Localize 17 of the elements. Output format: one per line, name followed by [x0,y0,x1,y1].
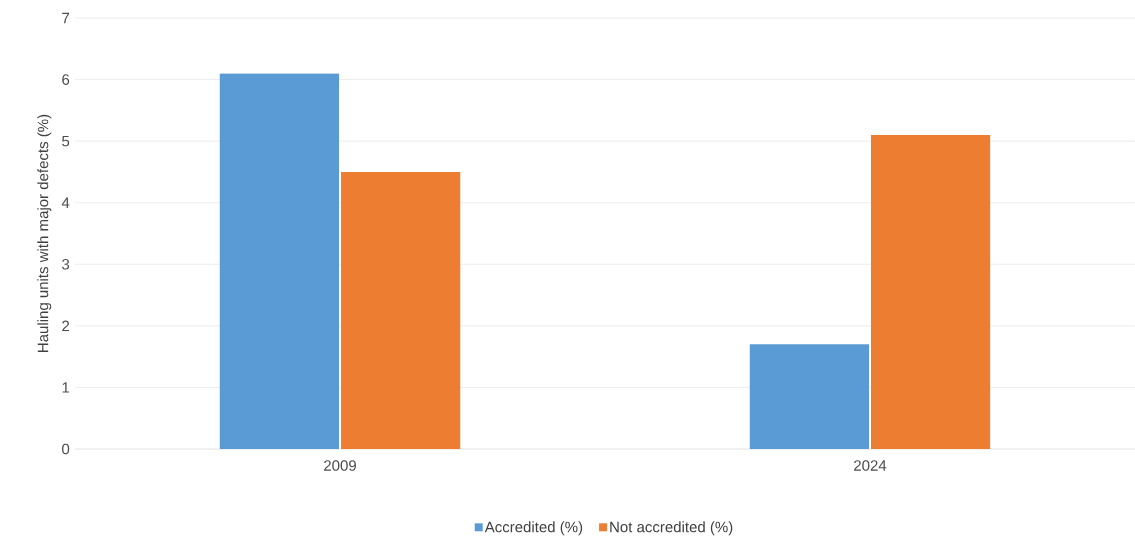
bar [871,134,991,449]
x-tick-label: 2024 [854,460,887,471]
y-tick-label: 5 [62,135,70,147]
y-tick-label: 3 [62,258,70,270]
bar [341,171,461,449]
y-tick-label: 6 [62,74,70,85]
x-tick-label: 2009 [324,460,356,471]
y-tick-label: 4 [61,197,70,208]
y-tick-label: 1 [62,382,70,393]
y-tick-label: 2 [62,320,70,332]
y-axis-title: Hauling units with major defects (%) [37,114,52,352]
legend-label: Not accredited (%) [610,521,733,536]
legend-label: Accredited (%) [484,521,583,536]
y-tick-label: 7 [62,12,70,24]
bar [219,73,340,449]
bar [749,344,870,449]
y-tick-label: 0 [62,443,70,455]
